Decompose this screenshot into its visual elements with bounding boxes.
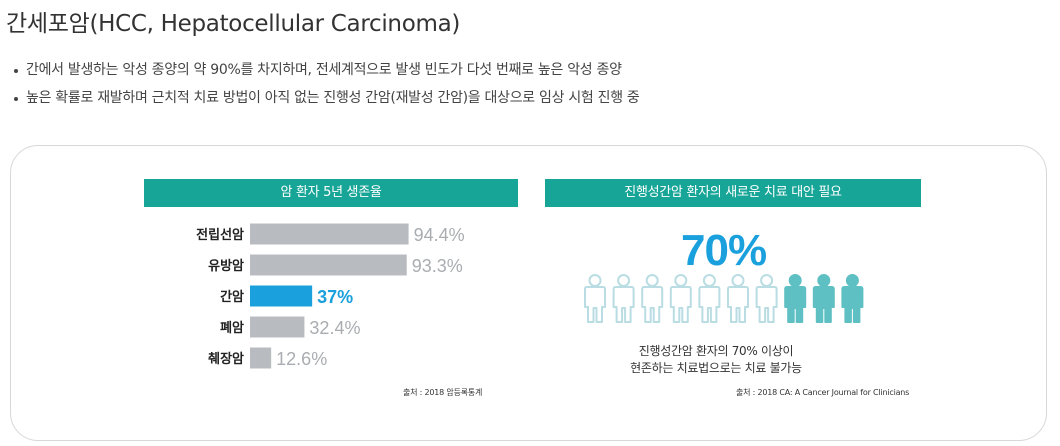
category-label: 간암 <box>220 289 244 305</box>
caption-line-2: 현존하는 치료법으로는 치료 불가능 <box>630 361 802 375</box>
right-source-note: 출처 : 2018 CA: A Cancer Journal for Clini… <box>736 388 910 397</box>
bullet-text: 높은 확률로 재발하며 근치적 치료 방법이 아직 없는 진행성 간암(재발성 … <box>26 90 640 106</box>
value-label: 32.4% <box>309 318 360 338</box>
category-label: 췌장암 <box>208 351 244 367</box>
value-label: 94.4% <box>414 225 465 245</box>
person-icon <box>784 274 807 323</box>
person-icon <box>669 274 692 323</box>
people-icon-row <box>584 274 864 323</box>
survival-bar-chart: 전립선암 94.4% 유방암 93.3% 간암 37% 폐암 32.4% 췌장암 12.6% <box>196 223 465 369</box>
infographic-card: 암 환자 5년 생존율 진행성간암 환자의 새로운 치료 대안 필요 전립선암 9… <box>10 145 1047 441</box>
value-label: 12.6% <box>276 349 327 369</box>
bullet-item: 간에서 발생하는 악성 종양의 약 90%를 차지하며, 전세계적으로 발생 빈… <box>14 60 640 80</box>
caption-line-1: 진행성간암 환자의 70% 이상이 <box>638 344 794 358</box>
right-caption: 진행성간암 환자의 70% 이상이 현존하는 치료법으로는 치료 불가능 <box>591 343 841 377</box>
person-icon <box>698 274 721 323</box>
page-title: 간세포암(HCC, Hepatocellular Carcinoma) <box>6 11 461 37</box>
big-percentage: 70% <box>681 226 767 275</box>
person-icon <box>841 274 864 323</box>
person-icon <box>584 274 606 323</box>
person-icon <box>641 274 664 323</box>
survival-rate-banner: 암 환자 5년 생존율 <box>144 179 518 207</box>
bar <box>250 285 313 307</box>
person-icon <box>727 274 749 323</box>
person-icon <box>612 274 635 323</box>
category-label: 폐암 <box>220 320 244 336</box>
bullet-item: 높은 확률로 재발하며 근치적 치료 방법이 아직 없는 진행성 간암(재발성 … <box>14 88 640 108</box>
person-icon <box>812 274 835 323</box>
bullet-list: 간에서 발생하는 악성 종양의 약 90%를 차지하며, 전세계적으로 발생 빈… <box>14 60 640 116</box>
value-label: 93.3% <box>412 256 463 276</box>
bullet-dot-icon <box>14 97 18 101</box>
bullet-text: 간에서 발생하는 악성 종양의 약 90%를 차지하며, 전세계적으로 발생 빈… <box>26 62 622 78</box>
bar <box>250 347 272 369</box>
value-label: 37% <box>317 287 353 307</box>
category-label: 전립선암 <box>196 227 244 243</box>
new-treatment-banner: 진행성간암 환자의 새로운 치료 대안 필요 <box>545 179 921 207</box>
bar <box>250 223 409 245</box>
bar <box>250 254 407 276</box>
bar <box>250 316 305 338</box>
category-label: 유방암 <box>208 258 244 274</box>
bullet-dot-icon <box>14 69 18 73</box>
person-icon <box>755 274 778 323</box>
left-source-note: 출처 : 2018 암등록통계 <box>403 388 483 397</box>
